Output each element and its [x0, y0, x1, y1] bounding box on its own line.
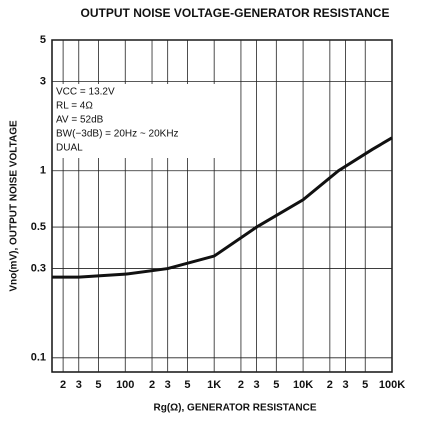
x-tick-label: 1K [207, 379, 221, 391]
y-tick-label: 1 [40, 165, 46, 177]
annotation: BW(−3dB) = 20Hz ~ 20KHz [56, 129, 179, 140]
annotation: VCC = 13.2V [56, 87, 115, 98]
x-tick-label: 2 [60, 379, 66, 391]
x-tick-label: 100K [379, 379, 405, 391]
y-axis-label: Vno(mV), OUTPUT NOISE VOLTAGE [9, 120, 20, 292]
x-axis-label: Rg(Ω), GENERATOR RESISTANCE [153, 403, 316, 414]
line [52, 136, 393, 279]
x-tick-label: 5 [184, 379, 190, 391]
x-tick-label: 10K [293, 379, 313, 391]
x-tick-label: 100 [116, 379, 134, 391]
y-tick-label: 0.3 [31, 262, 46, 274]
annotation-box [54, 84, 224, 158]
x-tick-label: 3 [165, 379, 171, 391]
chart-title: OUTPUT NOISE VOLTAGE-GENERATOR RESISTANC… [81, 6, 390, 20]
x-tick-label: 2 [149, 379, 155, 391]
x-tick-label: 2 [238, 379, 244, 391]
annotation: AV = 52dB [56, 115, 104, 126]
x-tick-label: 5 [362, 379, 368, 391]
annotation: RL = 4Ω [56, 101, 93, 112]
annotation: DUAL [56, 143, 83, 154]
x-tick-label: 5 [273, 379, 279, 391]
x-tick-label: 3 [76, 379, 82, 391]
y-tick-label: 0.1 [31, 352, 46, 364]
x-tick-label: 2 [327, 379, 333, 391]
x-tick-label: 5 [95, 379, 101, 391]
y-tick-label: 3 [40, 75, 46, 87]
x-tick-label: 3 [342, 379, 348, 391]
y-tick-label: 0.5 [31, 221, 46, 233]
x-tick-label: 3 [254, 379, 260, 391]
y-tick-label: 5 [40, 34, 46, 46]
